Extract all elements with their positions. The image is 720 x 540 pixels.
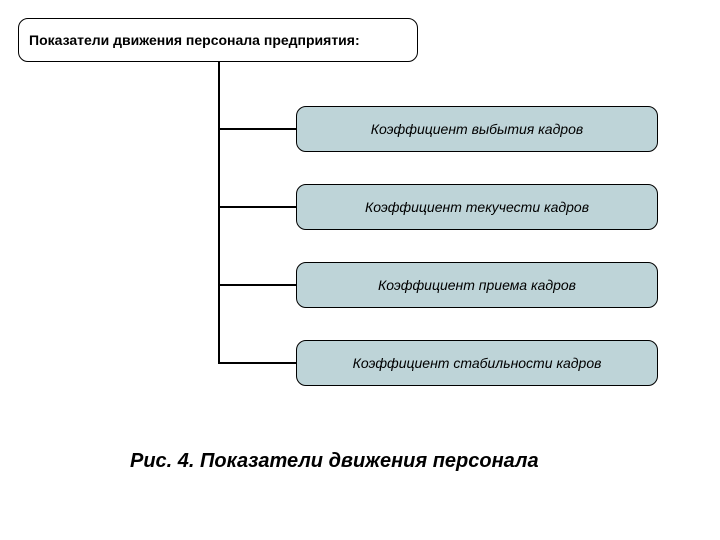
- branch-line-2: [218, 284, 296, 286]
- child-node-1: Коэффициент текучести кадров: [296, 184, 658, 230]
- child-node-3: Коэффициент стабильности кадров: [296, 340, 658, 386]
- branch-line-1: [218, 206, 296, 208]
- diagram-canvas: Показатели движения персонала предприяти…: [0, 0, 720, 540]
- child-node-2: Коэффициент приема кадров: [296, 262, 658, 308]
- child-node-0: Коэффициент выбытия кадров: [296, 106, 658, 152]
- branch-line-0: [218, 128, 296, 130]
- branch-line-3: [218, 362, 296, 364]
- figure-caption: Рис. 4. Показатели движения персонала: [130, 450, 539, 473]
- root-node: Показатели движения персонала предприяти…: [18, 18, 418, 62]
- trunk-line: [218, 62, 220, 363]
